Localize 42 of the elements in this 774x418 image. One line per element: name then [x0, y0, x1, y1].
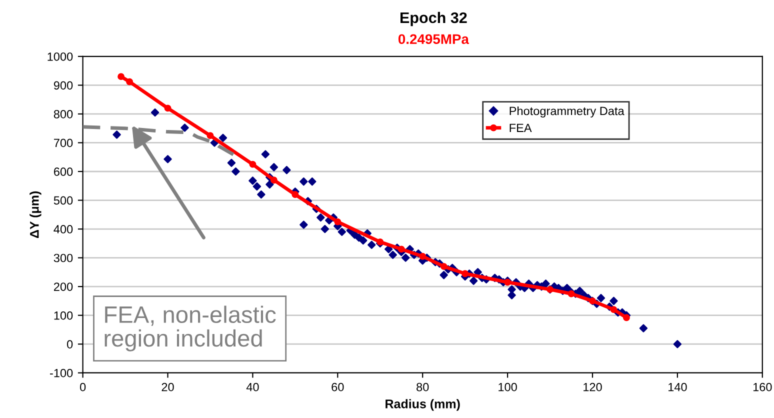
point	[334, 218, 342, 226]
y-tick-label: 500	[54, 196, 73, 205]
x-axis-title: Radius (mm)	[386, 399, 460, 411]
point	[270, 176, 278, 184]
point	[440, 262, 448, 270]
y-tick-label: -100	[50, 368, 73, 378]
chart-title: Epoch 32	[400, 12, 467, 26]
x-tick-label: 40	[246, 382, 259, 392]
point	[419, 252, 426, 260]
y-tick-label: 400	[54, 225, 73, 234]
y-tick-label: 300	[54, 254, 73, 262]
legend-label: FEA	[510, 124, 532, 132]
y-tick-label: 1000	[48, 52, 73, 61]
x-tick-label: 140	[668, 382, 687, 392]
y-tick-label: 800	[54, 110, 73, 118]
point	[610, 306, 618, 314]
point	[292, 191, 299, 198]
point	[164, 104, 172, 112]
x-tick-label: 20	[162, 382, 174, 392]
legend-label: Photogrammetry Data	[510, 106, 624, 118]
y-tick-label: 900	[54, 81, 73, 90]
point	[398, 246, 405, 253]
point	[206, 132, 214, 140]
y-tick-label: 0	[66, 340, 73, 348]
y-tick-label: 700	[54, 138, 73, 148]
y-tick-label: 100	[54, 311, 73, 320]
point	[462, 270, 469, 278]
y-axis-title: ΔY (μm)	[30, 191, 42, 238]
x-tick-label: 160	[753, 382, 772, 392]
x-tick-label: 100	[498, 382, 517, 392]
point	[126, 78, 134, 86]
y-tick-label: 200	[54, 282, 73, 291]
chart-subtitle: 0.2495MPa	[398, 34, 470, 44]
x-tick-label: 120	[584, 382, 602, 392]
x-tick-label: 0	[80, 382, 86, 392]
x-tick-label: 60	[332, 382, 344, 392]
point	[118, 73, 125, 80]
x-tick-label: 80	[416, 382, 429, 392]
annotation: FEA, non-elastic region included	[104, 306, 276, 352]
y-tick-label: 600	[54, 168, 73, 176]
point	[249, 160, 256, 168]
point	[623, 314, 630, 322]
